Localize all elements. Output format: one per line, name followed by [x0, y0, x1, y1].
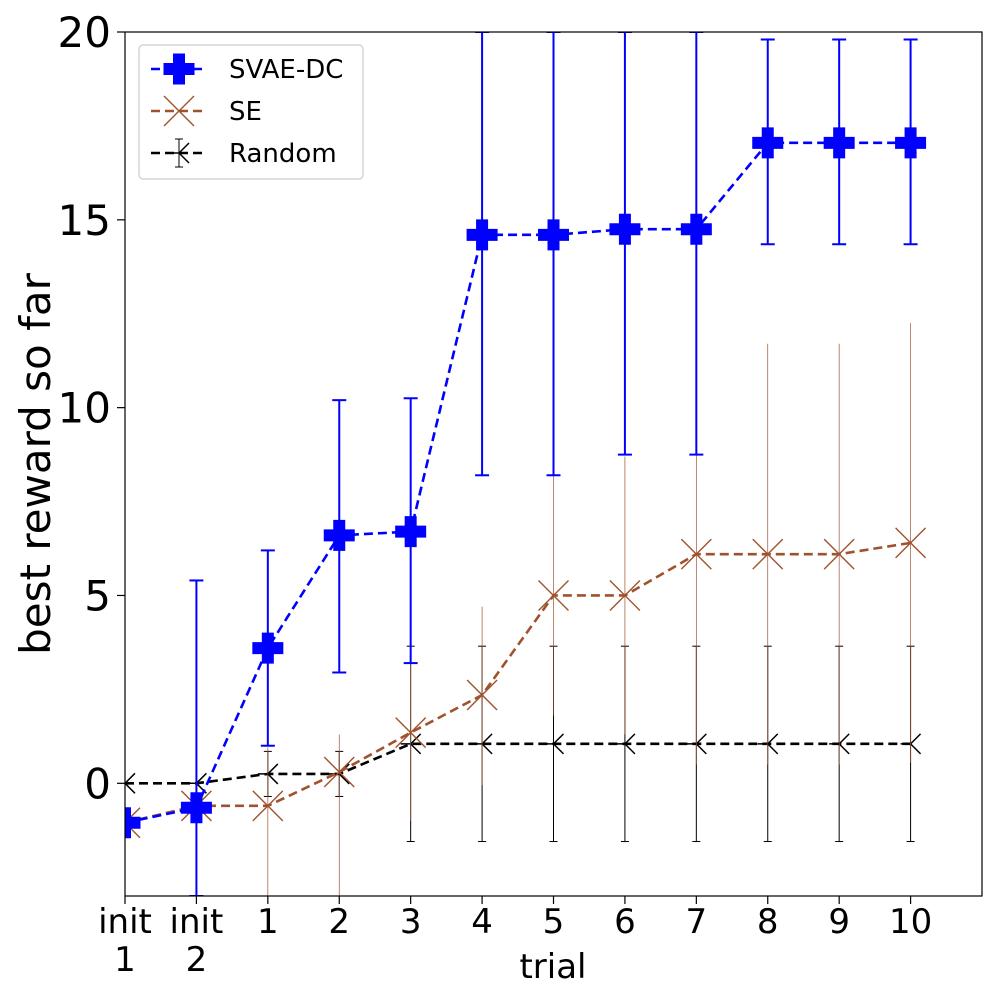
marker: [400, 733, 422, 755]
marker: [169, 142, 190, 164]
x-tick-label: init: [170, 902, 224, 942]
marker: [609, 579, 641, 611]
marker: [823, 127, 855, 159]
series-svae-dc: [125, 32, 927, 896]
marker: [395, 516, 427, 548]
marker: [614, 733, 636, 755]
marker: [829, 733, 850, 755]
x-tick-label: 6: [614, 902, 636, 942]
marker: [163, 53, 195, 85]
y-tick-label: 0: [84, 759, 111, 808]
marker: [125, 772, 136, 794]
legend-box: [138, 44, 364, 180]
legend: SVAE-DC SE Random: [138, 44, 364, 180]
series-se: [125, 323, 927, 896]
legend-entry: SVAE-DC: [151, 53, 343, 85]
x-tick-label: 7: [686, 902, 708, 942]
marker: [680, 538, 712, 570]
y-tick-label: 20: [58, 8, 111, 57]
x-tick-label: 2: [328, 902, 350, 942]
x-tick-label: 1: [114, 940, 136, 980]
marker: [752, 538, 784, 570]
x-tick-label: 5: [543, 902, 565, 942]
marker: [125, 807, 141, 839]
marker: [323, 519, 355, 551]
series-random: [125, 645, 922, 843]
marker: [900, 733, 922, 755]
marker: [538, 579, 569, 611]
x-tick-label: 9: [828, 902, 850, 942]
x-tick-label: 1: [257, 902, 279, 942]
marker: [466, 679, 498, 711]
marker: [538, 219, 569, 251]
marker: [257, 763, 279, 785]
y-tick-label: 10: [58, 384, 111, 433]
marker: [180, 792, 212, 824]
marker: [895, 527, 927, 559]
x-tick-label: 3: [400, 902, 422, 942]
legend-entry: Random: [151, 138, 337, 169]
y-tick-label: 15: [58, 196, 111, 245]
x-tick-label: init: [98, 902, 152, 942]
x-axis-title: trial: [519, 947, 586, 987]
marker: [163, 95, 195, 127]
marker: [543, 733, 565, 755]
plot-area: [125, 32, 927, 896]
marker: [472, 733, 493, 755]
marker: [895, 127, 927, 159]
legend-label: Random: [229, 139, 337, 169]
series-line: [125, 141, 911, 825]
marker: [680, 213, 712, 245]
marker: [125, 807, 141, 839]
marker: [757, 733, 779, 755]
y-axis: 0 5 10 15 20: [58, 8, 125, 808]
marker: [686, 733, 707, 755]
marker: [252, 632, 284, 664]
marker: [752, 127, 784, 159]
marker: [466, 219, 498, 251]
y-axis-title: best reward so far: [11, 272, 60, 654]
y-tick-label: 5: [84, 571, 111, 620]
series-line: [125, 742, 911, 785]
marker: [252, 790, 284, 822]
marker: [609, 213, 641, 245]
legend-entry: SE: [151, 95, 262, 127]
legend-label: SVAE-DC: [229, 55, 343, 85]
x-tick-label: 8: [757, 902, 779, 942]
legend-label: SE: [229, 97, 262, 127]
series-line: [125, 541, 911, 825]
marker: [395, 717, 427, 749]
x-tick-label: 4: [471, 902, 493, 942]
marker: [823, 538, 855, 570]
x-tick-label: 10: [889, 902, 932, 942]
x-tick-label: 2: [186, 940, 208, 980]
marker: [323, 756, 355, 788]
